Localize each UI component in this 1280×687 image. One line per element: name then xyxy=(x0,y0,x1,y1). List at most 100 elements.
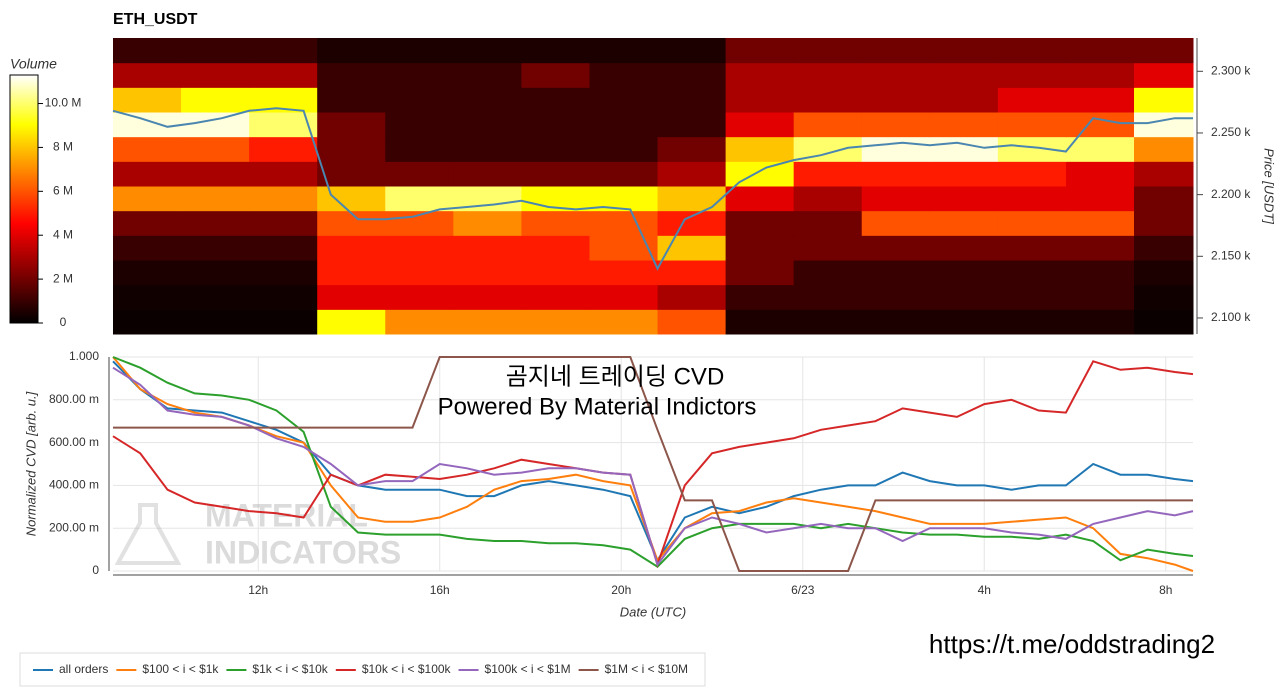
heat-cell xyxy=(793,38,863,64)
heat-cell xyxy=(113,161,182,187)
heat-cell xyxy=(997,284,1067,310)
heat-cell xyxy=(929,284,999,310)
heat-cell xyxy=(317,260,386,286)
heat-cell xyxy=(1065,284,1135,310)
heat-cell xyxy=(861,309,931,335)
heat-cell xyxy=(1134,260,1194,286)
heat-cell xyxy=(589,38,659,64)
y-tick-label: 400.00 m xyxy=(49,478,99,492)
heat-cell xyxy=(521,235,590,261)
heat-cell xyxy=(521,62,590,88)
heat-cell xyxy=(589,87,659,113)
heat-cell xyxy=(793,260,863,286)
heat-cell xyxy=(385,87,454,113)
heat-cell xyxy=(657,136,727,162)
heat-cell xyxy=(861,284,931,310)
heat-cell xyxy=(453,284,522,310)
heat-cell xyxy=(453,309,522,335)
heat-cell xyxy=(385,235,454,261)
heat-cell xyxy=(997,112,1067,138)
heat-cell xyxy=(1065,309,1135,335)
y2-axis-label: Price [USDT] xyxy=(1262,148,1277,224)
heat-cell xyxy=(657,87,727,113)
heat-cell xyxy=(249,38,318,64)
heat-cell xyxy=(181,87,250,113)
heat-cell xyxy=(589,260,659,286)
heat-cell xyxy=(1065,186,1135,212)
colorbar-tick-label: 4 M xyxy=(53,227,73,241)
legend-label: $100k < i < $1M xyxy=(485,662,571,676)
heat-cell xyxy=(181,62,250,88)
legend-label: all orders xyxy=(59,662,108,676)
heat-cell xyxy=(793,161,863,187)
heat-cell xyxy=(589,284,659,310)
x-axis-label: Date (UTC) xyxy=(620,604,686,619)
heat-cell xyxy=(385,38,454,64)
heat-cell xyxy=(861,161,931,187)
heat-cell xyxy=(1065,38,1135,64)
heat-cell xyxy=(249,62,318,88)
heat-cell xyxy=(385,136,454,162)
heat-cell xyxy=(1134,38,1194,64)
y2-tick-label: 2.250 k xyxy=(1211,125,1251,139)
y-axis-label: Normalized CVD [arb. u.] xyxy=(23,391,38,536)
watermark-text: INDICATORS xyxy=(205,534,401,570)
heat-cell xyxy=(181,284,250,310)
heat-cell xyxy=(929,136,999,162)
heat-cell xyxy=(657,309,727,335)
heat-cell xyxy=(929,161,999,187)
heat-cell xyxy=(385,260,454,286)
heat-cell xyxy=(725,87,795,113)
heat-cell xyxy=(317,210,386,236)
heat-cell xyxy=(113,136,182,162)
heat-cell xyxy=(997,210,1067,236)
cvd-line xyxy=(112,356,1194,572)
heat-cell xyxy=(997,309,1067,335)
heat-cell xyxy=(997,161,1067,187)
heat-cell xyxy=(317,38,386,64)
x-tick-label: 6/23 xyxy=(791,583,815,597)
heat-cell xyxy=(861,235,931,261)
heat-cell xyxy=(521,38,590,64)
heat-cell xyxy=(793,284,863,310)
heat-cell xyxy=(861,38,931,64)
heat-cell xyxy=(589,136,659,162)
heat-cell xyxy=(181,186,250,212)
heat-cell xyxy=(1065,136,1135,162)
watermark-icon xyxy=(114,503,182,565)
heat-cell xyxy=(997,38,1067,64)
heat-cell xyxy=(929,309,999,335)
heat-cell xyxy=(453,136,522,162)
heat-cell xyxy=(861,112,931,138)
heat-cell xyxy=(657,210,727,236)
legend-label: $10k < i < $100k xyxy=(362,662,452,676)
colorbar-tick-label: 10.0 M xyxy=(45,96,82,110)
heat-cell xyxy=(725,38,795,64)
legend-label: $1M < i < $10M xyxy=(605,662,688,676)
heat-cell xyxy=(453,87,522,113)
y2-tick-label: 2.150 k xyxy=(1211,248,1251,262)
heat-cell xyxy=(113,186,182,212)
heat-cell xyxy=(725,112,795,138)
heat-cell xyxy=(249,284,318,310)
heat-cell xyxy=(249,186,318,212)
x-tick-label: 8h xyxy=(1159,583,1172,597)
heat-cell xyxy=(793,186,863,212)
y-tick-label: 200.00 m xyxy=(49,520,99,534)
heat-cell xyxy=(181,309,250,335)
heat-cell xyxy=(1065,161,1135,187)
heat-cell xyxy=(657,38,727,64)
heat-cell xyxy=(725,284,795,310)
heat-cell xyxy=(521,284,590,310)
heat-cell xyxy=(589,112,659,138)
heat-cell xyxy=(113,87,182,113)
colorbar-tick-label: 0 xyxy=(60,315,67,329)
heat-cell xyxy=(1134,309,1194,335)
heat-cell xyxy=(589,62,659,88)
heat-cell xyxy=(929,38,999,64)
heat-cell xyxy=(317,62,386,88)
heat-cell xyxy=(181,161,250,187)
heat-cell xyxy=(1065,112,1135,138)
heat-cell xyxy=(521,260,590,286)
annotation: Powered By Material Indictors xyxy=(438,393,757,420)
